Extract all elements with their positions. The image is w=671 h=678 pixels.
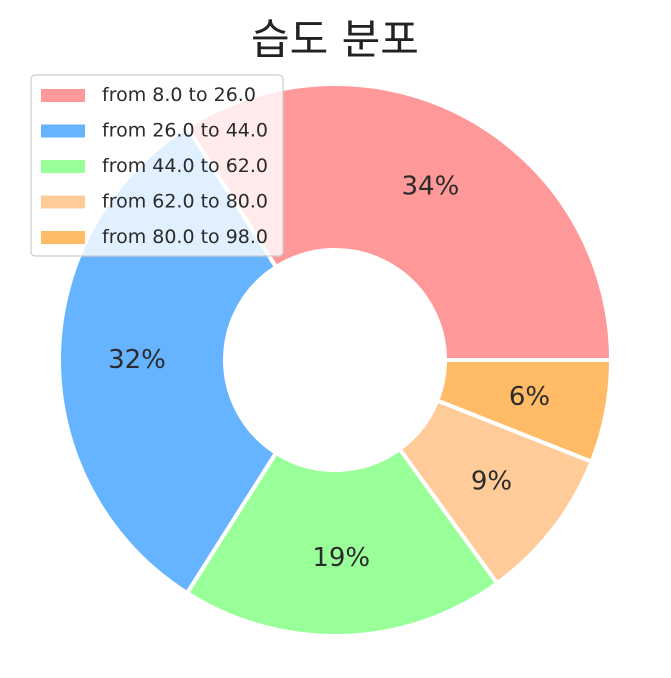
legend-label: from 8.0 to 26.0 [102, 84, 256, 106]
legend: from 8.0 to 26.0 from 26.0 to 44.0 from 44… [30, 74, 284, 257]
legend-swatch [41, 160, 85, 173]
legend-label: from 44.0 to 62.0 [102, 155, 268, 177]
legend-label: from 26.0 to 44.0 [102, 120, 268, 142]
slice-percent-label: 6% [509, 382, 550, 412]
pie-slice [185, 446, 500, 638]
legend-swatch [41, 231, 85, 244]
chart-title: 습도 분포 [251, 15, 419, 64]
legend-swatch [41, 89, 85, 102]
slice-labels: 34% 32% 19% 9% 6% [108, 171, 550, 572]
slice-percent-label: 19% [312, 543, 370, 573]
legend-label: from 80.0 to 98.0 [102, 226, 268, 248]
legend-frame [30, 74, 284, 257]
slice-percent-label: 34% [401, 171, 459, 201]
slice-percent-label: 32% [108, 345, 166, 375]
legend-label: from 62.0 to 80.0 [102, 191, 268, 213]
slice-percent-label: 9% [471, 466, 512, 496]
legend-swatch [41, 195, 85, 209]
pie-slice [435, 358, 613, 464]
legend-items: from 8.0 to 26.0 from 26.0 to 44.0 from 44… [41, 84, 268, 248]
legend-swatch [41, 124, 85, 138]
